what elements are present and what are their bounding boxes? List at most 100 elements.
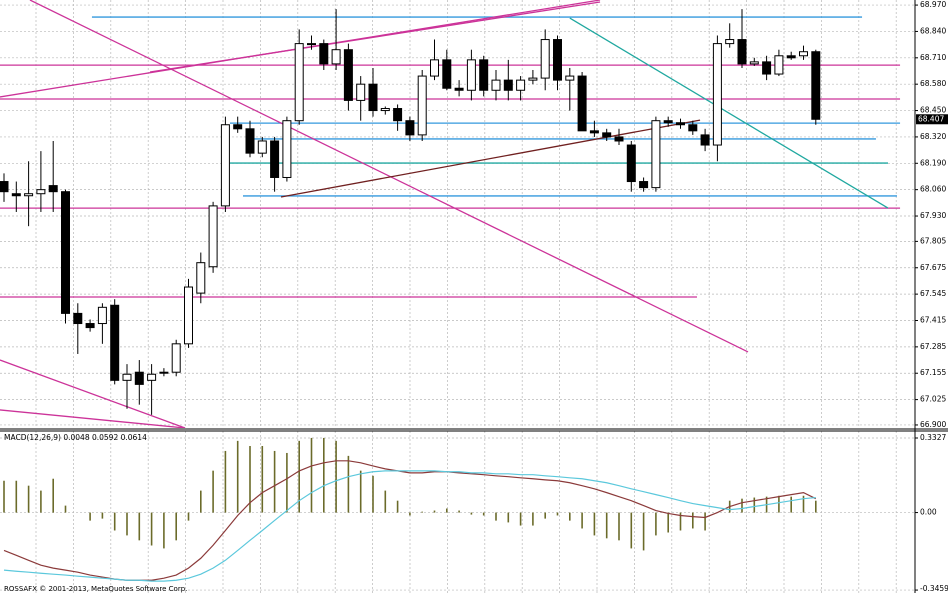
y-tick-label: 68.580 [920,79,946,88]
candle-body [442,59,452,89]
candle-body [147,373,157,381]
macd-panel [0,431,915,593]
y-tick-label: 67.415 [920,315,946,324]
candle-body [602,132,612,138]
candle-body [565,75,575,81]
candle-body [270,140,280,178]
trend-line [0,359,186,428]
y-tick-label: 68.060 [920,185,946,194]
candle-body [417,75,427,136]
y-tick-label: 68.970 [920,0,946,9]
y-tick-label: 67.285 [920,342,946,351]
candle-body [61,191,70,314]
candle-body [220,124,230,207]
candle-body [614,136,624,142]
candle-body [73,312,83,325]
y-tick-label: 67.025 [920,395,946,404]
y-tick-label: 0.3327 [920,433,946,442]
candle-body [712,43,722,146]
candle-body [331,49,341,65]
candle-body [491,79,501,91]
indicator-line [3,470,816,582]
candle-body [245,128,255,154]
candle-body [725,39,735,45]
candle-body [184,286,193,345]
y-tick-label: -0.3459 [920,584,948,593]
candle-body [540,39,550,79]
y-tick-label: 68.450 [920,106,946,115]
candle-body [749,61,759,65]
y-tick-label: 68.710 [920,53,946,62]
candle-body [503,79,513,91]
candle-body [36,189,46,195]
y-tick-label: 67.155 [920,368,946,377]
candle-body [663,120,673,124]
candle-body [553,39,562,81]
candle-body [454,87,464,91]
candle-body [528,77,538,81]
candle-body [110,304,120,381]
footer: ROSSAFX © 2001-2013, MetaQuotes Software… [4,585,187,593]
candle-body [233,124,243,130]
candle-body [356,83,366,101]
candle-body [774,55,784,75]
trend-line [149,1,601,73]
candle-body [319,43,329,65]
candle-body [24,193,34,197]
candle-body [589,130,599,134]
last-price-box [916,114,948,125]
candle-body [405,120,415,136]
y-tick-label: 68.190 [920,158,946,167]
candle-body [639,181,649,189]
candle-body [208,205,218,268]
candle-body [122,373,132,381]
y-tick-label: 67.545 [920,289,946,298]
candle-body [368,83,378,112]
trend-line [280,119,701,198]
candle-body [479,59,489,91]
price-panel [0,0,915,428]
trend-line [569,17,889,209]
last-price-label: 68.407 [918,114,944,123]
candle-body [786,55,796,59]
candle-body [85,323,95,329]
trend-line [0,409,186,428]
candle-body [466,59,476,91]
candle-body [393,108,403,122]
macd-title: MACD(12,26,9) 0.0048 0.0592 0.0614 [4,433,147,442]
candle-body [11,193,21,197]
candle-body [762,61,772,75]
trend-line [29,0,749,353]
y-tick-label: 68.840 [920,26,946,35]
candle-body [282,120,292,178]
candle-body [688,124,698,132]
candle-body [134,371,144,385]
candle-body [159,371,169,374]
candle-body [0,181,9,193]
y-tick-label: 67.805 [920,236,946,245]
candle-body [811,51,821,120]
candle-body [430,59,439,77]
y-tick-label: 67.675 [920,263,946,272]
candle-body [676,122,685,126]
candle-body [196,262,206,294]
candle-body [737,39,747,65]
candle-body [294,43,304,122]
candle-body [171,343,181,373]
candle-body [516,79,526,91]
y-tick-label: 67.930 [920,211,946,220]
candle-body [577,75,587,132]
candle-body [97,306,107,325]
candle-body [799,51,808,57]
y-tick-label: 0.00 [920,508,937,517]
candle-body [626,144,636,183]
candle-body [380,108,390,112]
candle-body [48,185,58,193]
candle-body [343,49,353,101]
y-tick-label: 66.900 [920,420,946,429]
candle-body [307,43,316,46]
candle-body [257,140,267,154]
candle-body [700,134,710,146]
